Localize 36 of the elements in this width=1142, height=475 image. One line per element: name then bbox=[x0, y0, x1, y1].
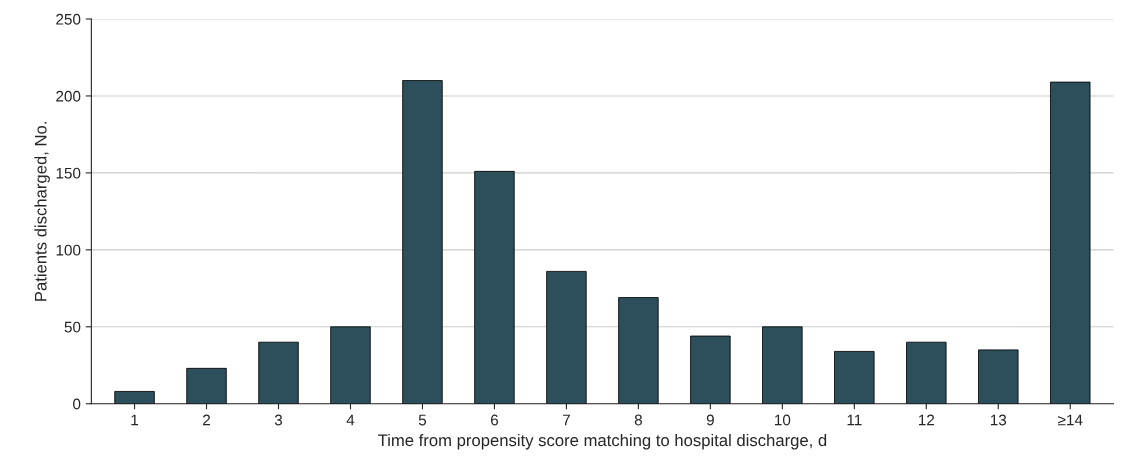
bar bbox=[186, 367, 227, 404]
x-tick-label: 11 bbox=[847, 414, 862, 426]
bar bbox=[330, 326, 371, 404]
x-tick-label: 9 bbox=[706, 414, 714, 426]
bar bbox=[618, 297, 659, 404]
bar bbox=[762, 326, 803, 404]
x-tick-label: 6 bbox=[490, 414, 499, 426]
y-tick-label: 150 bbox=[56, 167, 81, 179]
x-tick-label: 5 bbox=[418, 414, 427, 426]
x-tick-label: 10 bbox=[775, 414, 791, 426]
bar bbox=[906, 341, 947, 404]
x-tick-label: 8 bbox=[634, 414, 642, 426]
y-tick-label: 200 bbox=[56, 90, 81, 102]
bar bbox=[474, 170, 515, 404]
x-tick-label: 4 bbox=[346, 414, 355, 426]
bar bbox=[258, 341, 299, 404]
x-axis-title: Time from propensity score matching to hospital discharge, d bbox=[378, 433, 827, 450]
bar bbox=[978, 349, 1019, 404]
bar bbox=[690, 335, 731, 404]
bar bbox=[546, 270, 587, 404]
x-tick-label: 2 bbox=[203, 414, 211, 426]
y-tick-label: 50 bbox=[64, 321, 81, 333]
y-tick-label: 0 bbox=[73, 398, 81, 410]
bar bbox=[1050, 81, 1091, 404]
x-tick-label: ≥14 bbox=[1058, 414, 1083, 426]
y-tick-label: 100 bbox=[56, 244, 81, 256]
bar bbox=[834, 351, 875, 404]
y-tick-label: 250 bbox=[56, 13, 81, 25]
x-tick-label: 13 bbox=[990, 414, 1007, 426]
x-tick-label: 3 bbox=[274, 414, 283, 426]
bar bbox=[402, 80, 443, 404]
y-axis-title: Patients discharged, No. bbox=[34, 122, 50, 301]
x-tick-label: 12 bbox=[918, 414, 935, 426]
x-tick-label: 1 bbox=[131, 414, 139, 426]
bar bbox=[114, 391, 155, 404]
x-tick-label: 7 bbox=[562, 414, 570, 426]
